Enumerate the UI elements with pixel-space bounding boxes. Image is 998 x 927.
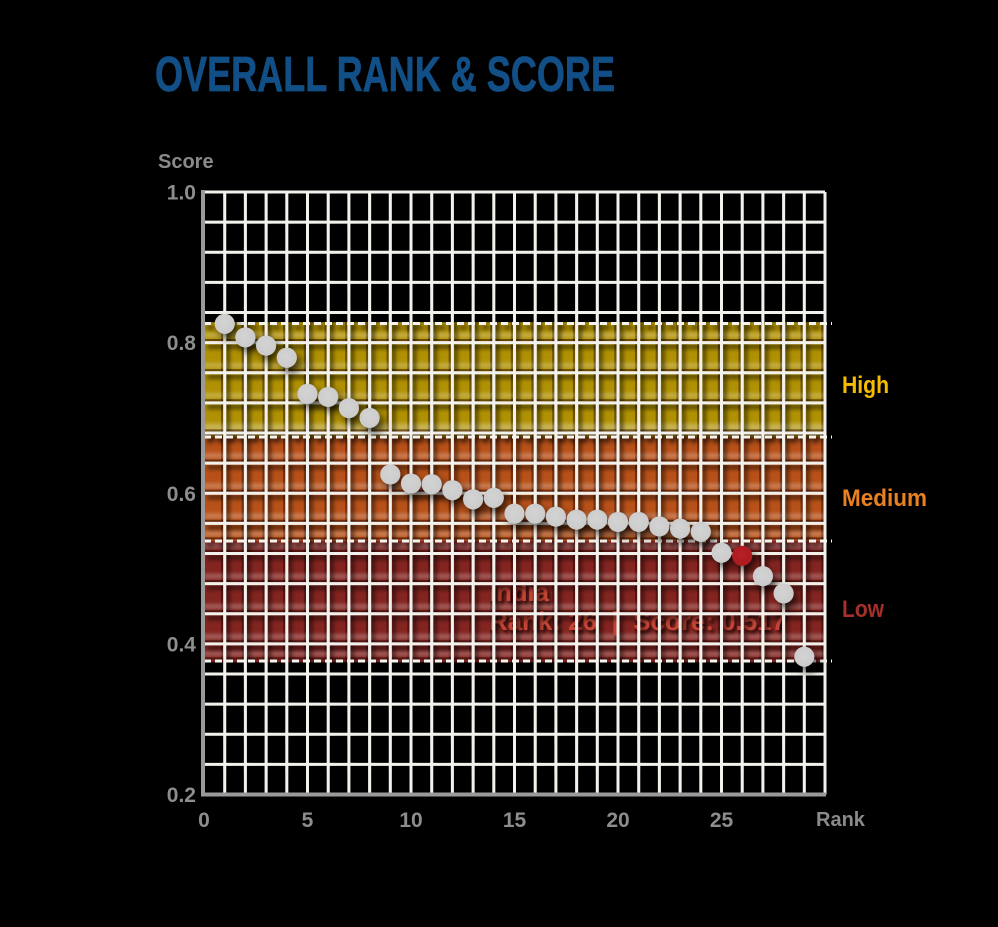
svg-text:0.6: 0.6 [167, 483, 196, 506]
svg-text:0: 0 [198, 809, 210, 832]
svg-text:0.2: 0.2 [167, 784, 196, 807]
svg-text:Rank: Rank [816, 809, 866, 831]
svg-text:Medium: Medium [842, 485, 927, 512]
svg-text:0.8: 0.8 [167, 332, 197, 355]
svg-text:10: 10 [399, 809, 422, 832]
svg-text:Score: Score [158, 151, 214, 173]
svg-text:High: High [842, 372, 889, 399]
svg-text:20: 20 [606, 809, 629, 832]
svg-text:0.4: 0.4 [167, 633, 197, 656]
svg-text:25: 25 [710, 809, 734, 832]
svg-text:1.0: 1.0 [167, 182, 196, 205]
svg-text:Low: Low [842, 596, 884, 623]
svg-text:5: 5 [302, 809, 314, 832]
svg-text:OVERALL RANK & SCORE: OVERALL RANK & SCORE [155, 48, 615, 102]
svg-text:15: 15 [503, 809, 527, 832]
svg-text:India: India [489, 577, 550, 607]
